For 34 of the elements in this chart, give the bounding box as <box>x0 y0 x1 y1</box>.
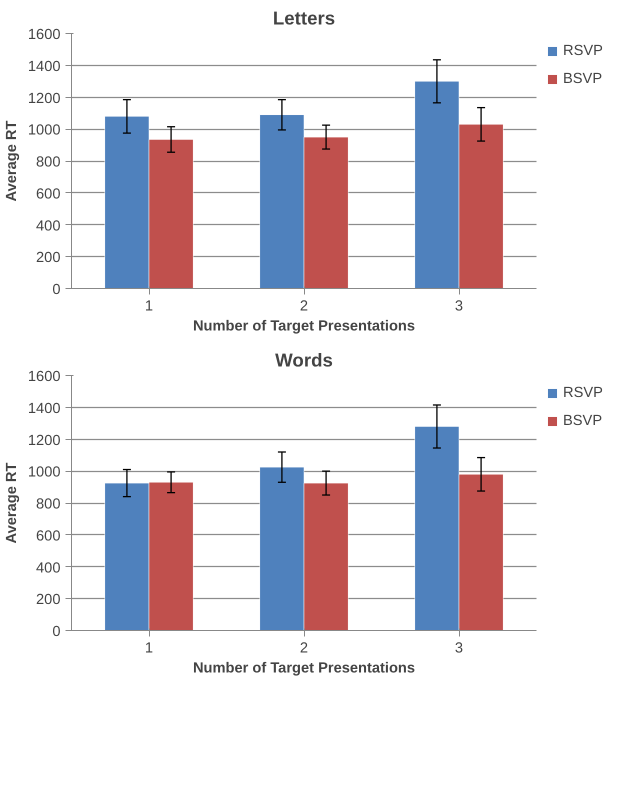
y-tick-label: 800 <box>36 496 61 512</box>
x-tick-label: 1 <box>144 640 154 656</box>
chart-title: Words <box>275 350 333 370</box>
chart-title: Letters <box>272 8 336 28</box>
y-tick-label: 200 <box>36 592 61 608</box>
y-tick-label: 1600 <box>28 369 61 385</box>
y-tick-label: 1400 <box>28 58 61 75</box>
x-tick-label: 2 <box>300 640 308 656</box>
x-tick-label: 2 <box>300 298 308 314</box>
y-tick-label: 1600 <box>28 27 61 43</box>
y-tick-label: 1400 <box>28 400 61 417</box>
y-tick-label: 800 <box>36 154 61 170</box>
x-axis-title: Number of Target Presentations <box>192 318 416 334</box>
legend-label: RSVP <box>563 385 603 401</box>
y-tick-label: 400 <box>36 560 61 576</box>
y-tick-label: 600 <box>36 528 61 544</box>
y-axis-title: Average RT <box>4 462 20 544</box>
y-axis-title: Average RT <box>4 120 20 202</box>
y-tick-label: 1200 <box>28 90 61 107</box>
y-tick-label: 1000 <box>28 122 61 139</box>
y-tick-label: 400 <box>36 218 61 234</box>
y-tick-label: 200 <box>36 250 61 266</box>
y-tick-label: 0 <box>52 624 61 640</box>
legend-label: BSVP <box>563 71 602 87</box>
legend-label: BSVP <box>563 413 602 429</box>
x-tick-label: 3 <box>454 298 464 314</box>
y-tick-label: 1000 <box>28 464 61 481</box>
y-tick-label: 600 <box>36 186 61 202</box>
y-tick-label: 1200 <box>28 432 61 449</box>
x-axis-title: Number of Target Presentations <box>192 660 416 676</box>
y-tick-label: 0 <box>52 282 61 298</box>
x-tick-label: 3 <box>454 640 464 656</box>
x-tick-label: 1 <box>144 298 154 314</box>
legend-label: RSVP <box>563 43 603 59</box>
